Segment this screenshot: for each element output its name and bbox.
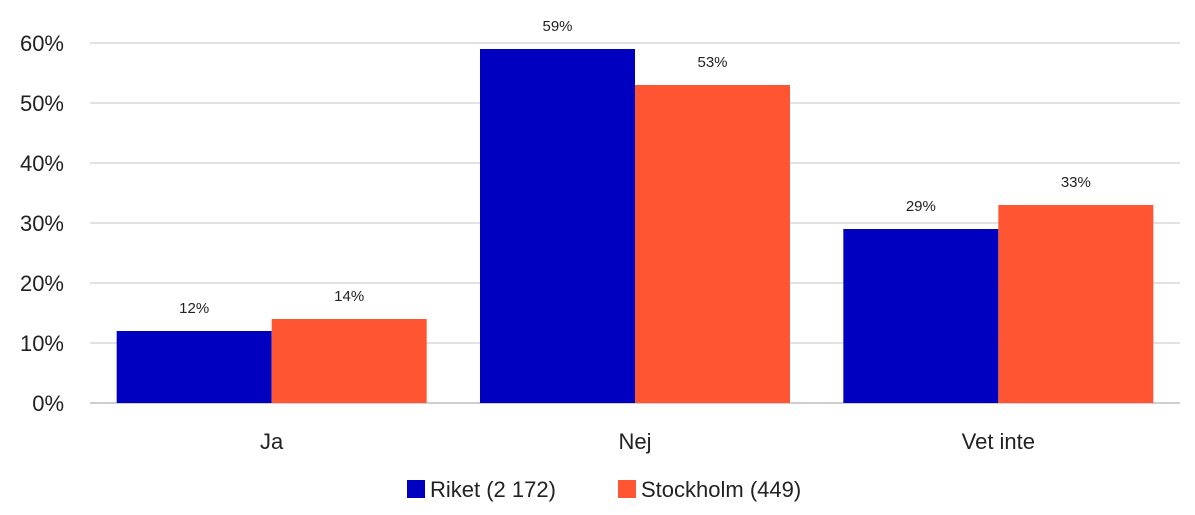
bars — [116, 49, 1154, 403]
y-tick-label: 20% — [20, 271, 64, 296]
y-tick-label: 10% — [20, 331, 64, 356]
legend-swatch — [407, 480, 425, 498]
bar-stockholm-vet-inte — [998, 205, 1154, 403]
data-label: 53% — [697, 54, 727, 71]
category-label: Ja — [260, 429, 284, 454]
legend-label: Stockholm (449) — [641, 477, 801, 502]
bar-riket-nej — [480, 49, 635, 403]
y-tick-label: 40% — [20, 151, 64, 176]
y-tick-label: 0% — [32, 391, 64, 416]
bar-riket-ja — [116, 331, 272, 403]
bar-riket-vet-inte — [843, 229, 999, 403]
bar-stockholm-nej — [635, 85, 790, 403]
data-label: 12% — [179, 300, 209, 317]
y-axis-ticks: 0% 10% 20% 30% 40% 50% 60% — [20, 31, 64, 416]
data-labels: 12% 14% 59% 53% 29% 33% — [179, 18, 1091, 317]
x-axis-categories: Ja Nej Vet inte — [260, 429, 1035, 454]
category-label: Vet inte — [962, 429, 1035, 454]
data-label: 59% — [542, 18, 572, 35]
legend-swatch — [618, 480, 636, 498]
legend-label: Riket (2 172) — [430, 477, 556, 502]
bar-stockholm-ja — [271, 319, 427, 403]
data-label: 29% — [906, 198, 936, 215]
y-tick-label: 60% — [20, 31, 64, 56]
data-label: 33% — [1061, 174, 1091, 191]
category-label: Nej — [618, 429, 651, 454]
legend: Riket (2 172) Stockholm (449) — [407, 477, 801, 502]
data-label: 14% — [334, 288, 364, 305]
y-tick-label: 30% — [20, 211, 64, 236]
y-tick-label: 50% — [20, 91, 64, 116]
